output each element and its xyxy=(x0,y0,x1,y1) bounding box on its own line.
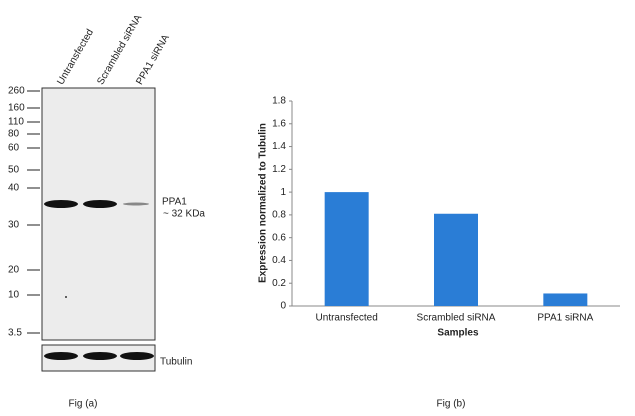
band xyxy=(83,352,117,360)
marker-label: 160 xyxy=(8,103,25,114)
band xyxy=(44,200,78,208)
y-tick-label: 1.8 xyxy=(272,96,286,107)
x-axis-label: Samples xyxy=(437,328,479,339)
marker-label: 30 xyxy=(8,220,20,231)
band xyxy=(44,352,78,360)
loading-control: Tubulin xyxy=(160,357,192,368)
bar xyxy=(434,213,478,306)
marker-label: 60 xyxy=(8,143,20,154)
y-tick-label: 1 xyxy=(280,187,286,198)
x-tick-label: Scrambled siRNA xyxy=(417,313,496,324)
marker-label: 50 xyxy=(8,165,20,176)
x-tick-label: PPA1 siRNA xyxy=(537,313,593,324)
blot-membrane xyxy=(41,87,156,341)
y-tick-label: 1.6 xyxy=(272,118,286,129)
bar xyxy=(324,192,369,306)
marker-label: 20 xyxy=(8,265,20,276)
y-tick-label: 0.8 xyxy=(272,210,286,221)
y-tick-label: 0.6 xyxy=(272,232,286,243)
y-axis-label: Expression normalized to Tubulin xyxy=(258,123,269,283)
marker-label: 40 xyxy=(8,183,20,194)
marker-label: 110 xyxy=(8,117,24,128)
caption: Fig (b) xyxy=(437,399,466,410)
y-tick-label: 0.2 xyxy=(272,278,286,289)
lane-label: PPA1 siRNA xyxy=(134,33,172,87)
band xyxy=(83,200,117,208)
y-tick-label: 0 xyxy=(280,301,286,312)
band xyxy=(120,352,154,360)
band-label: PPA1 xyxy=(162,197,187,208)
marker-label: 10 xyxy=(8,290,20,301)
caption: Fig (a) xyxy=(69,399,98,410)
bar xyxy=(543,293,588,306)
marker-label: 80 xyxy=(8,129,20,140)
y-tick-label: 0.4 xyxy=(272,255,286,266)
marker-label: 3.5 xyxy=(8,328,22,339)
band-size: ~ 32 KDa xyxy=(163,209,205,220)
y-tick-label: 1.4 xyxy=(272,141,286,152)
speck xyxy=(65,296,67,298)
x-tick-label: Untransfected xyxy=(316,313,378,324)
marker-label: 260 xyxy=(8,86,25,97)
band xyxy=(123,202,149,206)
lane-label: Untransfected xyxy=(55,27,96,86)
y-tick-label: 1.2 xyxy=(272,164,286,175)
